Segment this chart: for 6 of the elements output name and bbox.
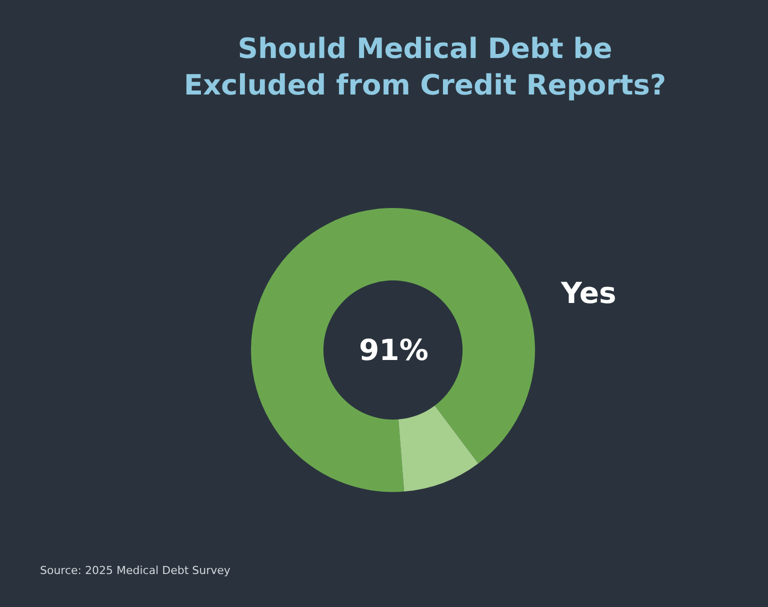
data-label: 91% <box>359 333 428 367</box>
donut-slice <box>251 208 535 492</box>
chart-title: Should Medical Debt be Excluded from Credit Reports? <box>184 32 666 102</box>
slice-label: Yes <box>560 276 616 310</box>
source-note: Source: 2025 Medical Debt Survey <box>40 564 231 577</box>
donut-slice <box>398 406 478 492</box>
